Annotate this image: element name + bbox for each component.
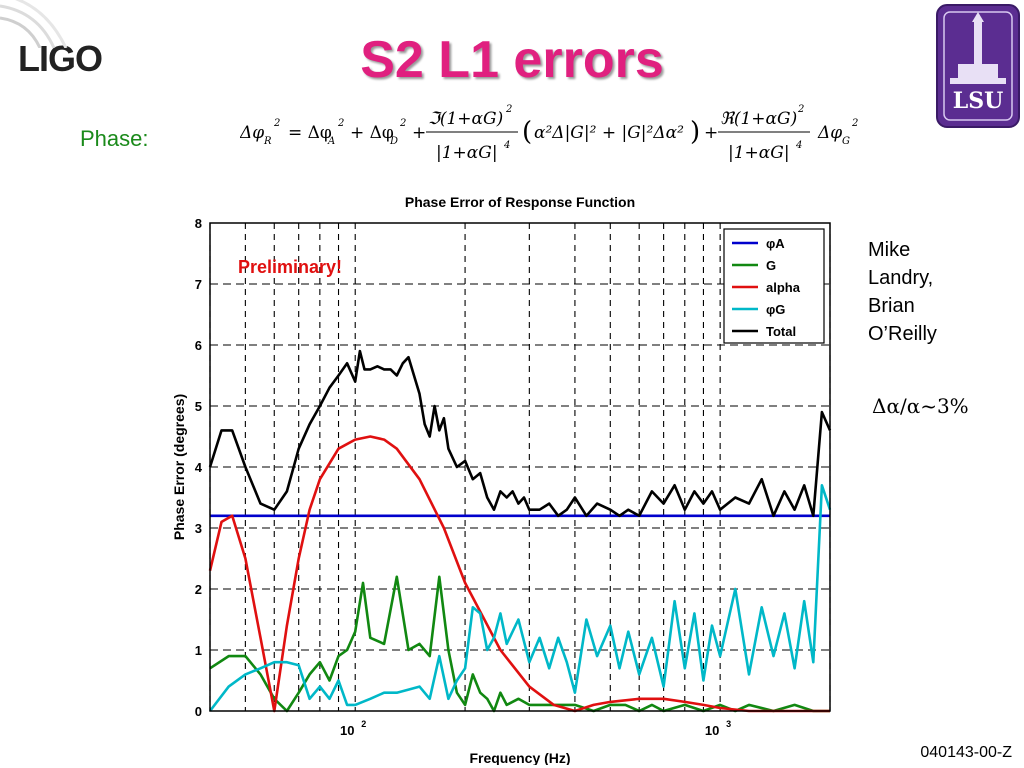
svg-text:2: 2 [797,104,804,115]
legend-label-0: φA [766,236,785,251]
svg-text:+: + [704,123,718,143]
svg-text:G: G [842,136,850,147]
seal-text: LSU [953,88,1004,114]
x-axis-label: Frequency (Hz) [469,750,570,765]
svg-text:2: 2 [337,118,344,129]
y-tick-label: 3 [195,521,202,536]
phase-error-chart: Phase Error of Response Function 0 1 2 3 4 5 6 7… [171,194,832,765]
legend-label-1: G [766,258,776,273]
svg-text:2: 2 [851,118,858,129]
svg-text:α²Δ|G|² + |G|²Δα²: α²Δ|G|² + |G|²Δα² [534,123,684,143]
x-tick-exponent: 3 [726,719,731,729]
svg-text:2: 2 [273,118,280,129]
svg-text:(: ( [522,117,532,147]
svg-text:D: D [389,136,398,147]
svg-text:ℑ(1+αG): ℑ(1+αG) [428,109,503,129]
x-tick-exponent: 2 [361,719,366,729]
y-axis-label: Phase Error (degrees) [171,394,187,540]
y-tick-label: 1 [195,643,202,658]
y-tick-label: 8 [195,216,202,231]
y-tick-label: 5 [195,399,202,414]
chart-title: Phase Error of Response Function [405,194,635,210]
svg-text:R: R [263,136,272,147]
legend-label-2: alpha [766,280,801,295]
svg-text:ℜ(1+αG): ℜ(1+αG) [720,109,797,129]
svg-text:4: 4 [503,140,510,151]
svg-text:Δφ: Δφ [817,123,842,143]
svg-text:4: 4 [795,140,802,151]
svg-text:2: 2 [399,118,406,129]
plot-border [209,222,831,712]
y-tick-label: 2 [195,582,202,597]
author-line: Brian [868,295,915,317]
svg-text:|1+αG|: |1+αG| [728,143,790,163]
series-line-2 [208,435,830,713]
legend-label-4: Total [766,324,796,339]
y-tick-label: 4 [195,460,203,475]
svg-text:A: A [327,136,335,147]
phase-label: Phase: [80,126,149,151]
x-tick-label: 10 [705,723,719,738]
author-line: Mike [868,239,911,261]
svg-text:): ) [690,117,700,147]
authors: Mike Landry, Brian O’Reilly [868,236,937,348]
series-line-4 [208,349,832,518]
ligo-logo-text: LIGO [18,38,103,79]
y-tick-label: 7 [195,277,202,292]
document-id: 040143-00-Z [920,744,1012,761]
svg-text:+: + [412,123,426,143]
ligo-logo: LIGO [0,0,103,80]
author-line: Landry, [868,267,934,289]
ligo-arcs-icon [0,0,68,48]
y-tick-label: 0 [195,704,202,719]
svg-text:2: 2 [505,104,512,115]
lsu-seal: LSU [936,4,1020,128]
series-line-1 [209,575,830,713]
series-line-3 [208,483,832,712]
svg-text:= Δφ: = Δφ [288,123,332,143]
legend-label-3: φG [766,302,785,317]
svg-text:|1+αG|: |1+αG| [436,143,498,163]
slide-title: S2 L1 errors [360,31,664,89]
author-line: O’Reilly [868,323,937,345]
preliminary-annotation: Preliminary! [238,257,342,277]
x-tick-label: 10 [340,723,354,738]
svg-text:+ Δφ: + Δφ [350,123,394,143]
svg-text:Δφ: Δφ [240,123,264,143]
alpha-uncertainty-note: Δα/α~3% [872,394,969,418]
y-tick-label: 6 [195,338,202,353]
